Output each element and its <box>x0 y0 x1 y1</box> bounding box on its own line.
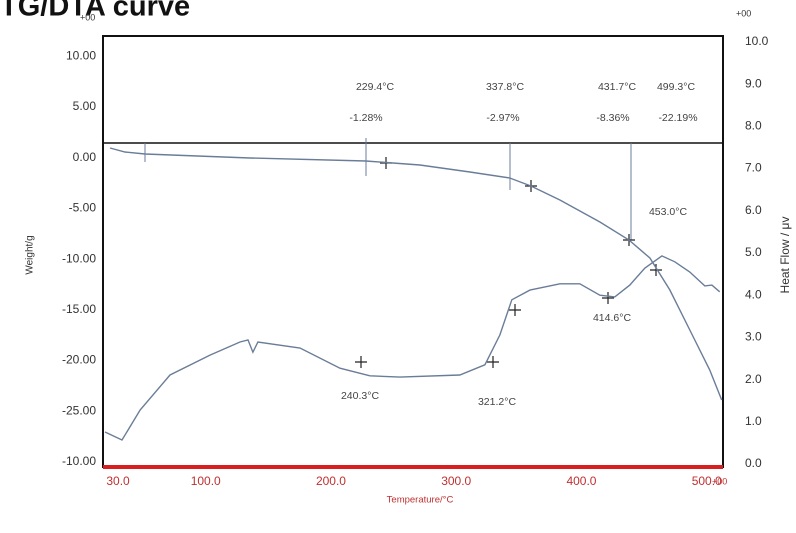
annotation: -8.36% <box>596 112 629 124</box>
x-tick-label: 30.0 <box>106 474 130 488</box>
y-tick-label: -20.00 <box>62 353 96 367</box>
y-axis-label: Weight/g <box>25 235 36 274</box>
series-line <box>109 147 723 401</box>
y-tick-label: 5.00 <box>73 99 97 113</box>
y2-offset-text: +00 <box>736 8 751 18</box>
x-tick-label: 100.0 <box>191 474 221 488</box>
y-offset-text: +00 <box>80 12 95 22</box>
annotation: -2.97% <box>486 112 519 124</box>
y2-tick-label: 4.0 <box>745 287 762 301</box>
x-offset-text: +00 <box>712 476 727 486</box>
y2-tick-label: 1.0 <box>745 414 762 428</box>
y2-tick-label: 9.0 <box>745 76 762 90</box>
chart-title: TG/DTA curve <box>0 0 190 23</box>
x-tick-label: 300.0 <box>441 474 471 488</box>
peak-markers <box>355 157 662 368</box>
y2-axis-label: Heat Flow / μv <box>778 217 792 294</box>
annotation: 414.6°C <box>593 312 631 324</box>
y2-tick-label: 6.0 <box>745 203 762 217</box>
plot-frame <box>102 35 724 468</box>
y2-tick-label: 2.0 <box>745 372 762 386</box>
x-tick-label: 500.0 <box>692 474 722 488</box>
y2-tick-label: 0.0 <box>745 456 762 470</box>
y2-tick-label: 5.0 <box>745 245 762 259</box>
y-tick-label: 0.00 <box>73 150 97 164</box>
annotation: 240.3°C <box>341 390 379 402</box>
annotation: 453.0°C <box>649 206 687 218</box>
series-line <box>104 255 721 441</box>
y-tick-label: 10.00 <box>66 48 96 62</box>
y2-tick-label: 3.0 <box>745 330 762 344</box>
y2-tick-label: 10.0 <box>745 34 769 48</box>
y-tick-label: -10.00 <box>62 454 96 468</box>
annotation: -22.19% <box>658 112 697 124</box>
annotation: 499.3°C <box>657 81 695 93</box>
x-axis-label: Temperature/°C <box>387 495 454 506</box>
annotation: 229.4°C <box>356 81 394 93</box>
x-tick-label: 200.0 <box>316 474 346 488</box>
y2-tick-label: 7.0 <box>745 161 762 175</box>
y-tick-label: -15.00 <box>62 302 96 316</box>
y-tick-label: -5.00 <box>69 201 97 215</box>
y-tick-label: -10.00 <box>62 251 96 265</box>
step-markers <box>144 138 632 240</box>
x-tick-label: 400.0 <box>566 474 596 488</box>
y2-tick-label: 8.0 <box>745 119 762 133</box>
annotation: 321.2°C <box>478 396 516 408</box>
annotation: -1.28% <box>349 112 382 124</box>
y-tick-label: -25.00 <box>62 403 96 417</box>
annotation: 337.8°C <box>486 81 524 93</box>
annotation: 431.7°C <box>598 81 636 93</box>
